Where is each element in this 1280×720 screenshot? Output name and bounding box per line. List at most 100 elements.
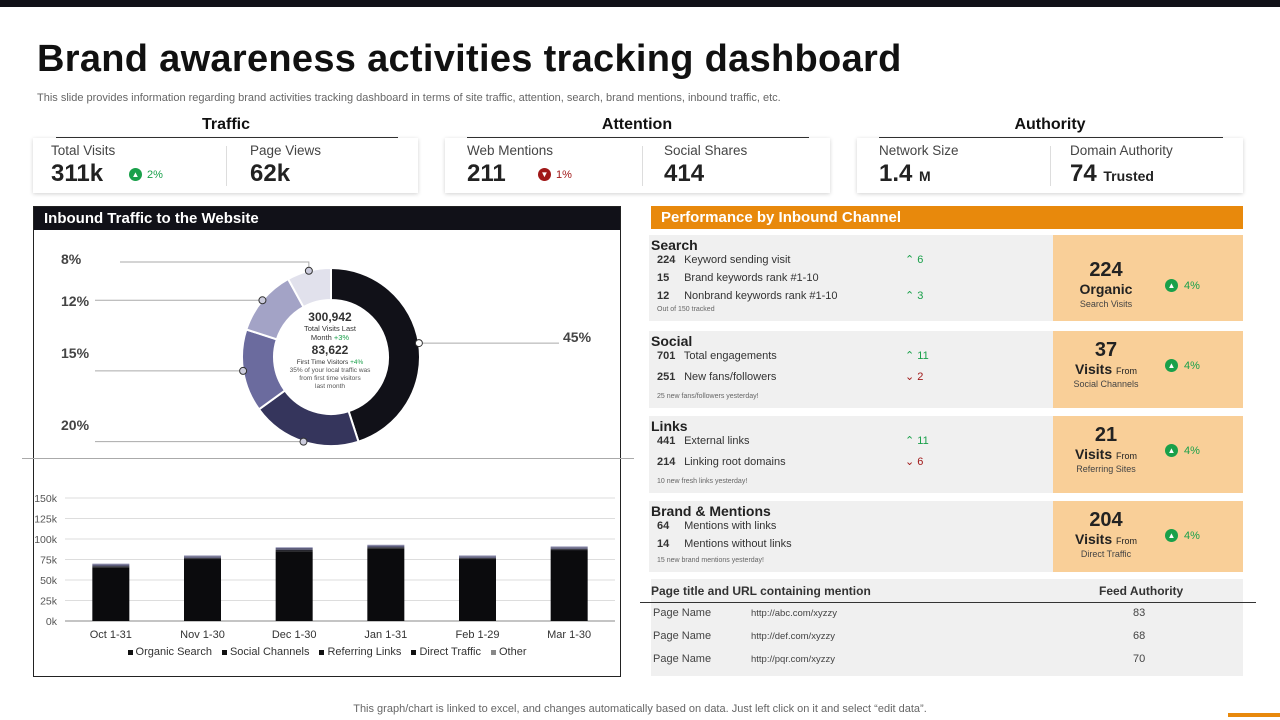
mention-url[interactable]: http://pqr.com/xyzzy <box>751 654 835 665</box>
donut-leader-dot <box>258 296 267 305</box>
donut-note-2: from first time visitors <box>299 375 361 382</box>
card-value: 224 <box>1089 259 1123 281</box>
bar-segment <box>550 550 588 621</box>
metric-label: Mentions without links <box>684 538 792 550</box>
card-change-value: 4% <box>1184 359 1200 372</box>
social-shares-kpi: Social Shares 414 <box>664 138 824 193</box>
bar-y-tick: 150k <box>34 493 58 505</box>
channel-summary-card: 204 Visits From Direct Traffic ▲ 4% <box>1053 501 1243 572</box>
bar-segment <box>184 558 221 560</box>
card-sub-label: Search Visits <box>1079 299 1133 309</box>
donut-label-seg4: 12% <box>61 293 90 309</box>
card-label-small: From <box>1116 451 1137 461</box>
attention-kpi-card: Web Mentions 211 ▼ 1% Social Shares 414 <box>445 138 830 193</box>
bar-segment <box>459 557 496 559</box>
bar-y-tick: 0k <box>46 616 58 628</box>
domain-authority-unit: Trusted <box>1103 168 1154 184</box>
channel-metric-row: 214 Linking root domains <box>657 456 786 468</box>
bar-y-tick: 50k <box>40 575 58 587</box>
authority-heading: Authority <box>1014 116 1086 133</box>
total-visits-last-month-label-1: Total Visits Last <box>304 324 356 333</box>
metric-number: 15 <box>657 272 670 284</box>
donut-label-seg2: 20% <box>61 417 90 433</box>
network-size-kpi: Network Size 1.4 M <box>879 138 1049 193</box>
mention-page-name: Page Name <box>653 653 712 665</box>
legend-label: Referring Links <box>327 646 402 658</box>
total-visits-kpi: Total Visits 311k ▲ 2% <box>51 138 231 193</box>
channel-summary-card: 37 Visits From Social Channels ▲ 4% <box>1053 331 1243 408</box>
bar-segment <box>550 548 588 550</box>
mentions-header-line <box>640 602 1256 603</box>
card-label-main: Visits <box>1075 361 1113 377</box>
card-label-small: From <box>1116 536 1137 546</box>
footer-accent-bar <box>1228 713 1280 717</box>
web-mentions-change: ▼ 1% <box>538 168 572 181</box>
mention-url[interactable]: http://abc.com/xyzzy <box>751 608 838 619</box>
bar-segment <box>550 549 588 551</box>
authority-kpi-card: Network Size 1.4 M Domain Authority 74 T… <box>857 138 1243 193</box>
bar-x-tick: Mar 1-30 <box>547 629 591 641</box>
bar-segment <box>275 547 313 549</box>
bar-segment <box>184 556 221 558</box>
top-bar <box>0 0 1280 7</box>
bar-chart-legend: Organic Search Social Channels Referring L… <box>33 646 621 658</box>
legend-item: Organic Search <box>127 646 212 658</box>
arrow-up-icon: ▲ <box>1165 279 1178 292</box>
metric-number: 12 <box>657 290 670 302</box>
card-change-value: 4% <box>1184 444 1200 457</box>
chevron-down-icon: ⌄ <box>905 371 915 383</box>
kpi-divider <box>642 146 643 186</box>
bar-y-tick: 125k <box>34 514 58 526</box>
channel-metric-row: 12 Nonbrand keywords rank #1-10 <box>657 290 838 302</box>
legend-swatch <box>127 649 133 655</box>
metric-label: Brand keywords rank #1-10 <box>684 272 819 284</box>
domain-authority-value: 74 Trusted <box>1070 160 1154 188</box>
network-size-label: Network Size <box>879 143 959 158</box>
metric-trend-value: 11 <box>917 350 929 362</box>
card-label-main: Visits <box>1075 446 1113 462</box>
metric-trend-value: 6 <box>917 456 924 468</box>
bar-segment <box>459 555 496 557</box>
web-mentions-value: 211 <box>467 160 506 187</box>
bar-segment <box>459 559 496 621</box>
metric-trend: ⌄ 6 <box>905 455 923 468</box>
legend-item: Other <box>490 646 526 658</box>
network-size-number: 1.4 <box>879 160 913 187</box>
traffic-heading: Traffic <box>201 116 250 133</box>
bar-x-tick: Oct 1-31 <box>90 629 132 641</box>
chevron-down-icon: ⌄ <box>905 456 915 468</box>
first-time-visitors-text: First Time Visitors <box>296 359 349 366</box>
domain-authority-label: Domain Authority <box>1070 143 1173 158</box>
donut-label-seg5: 8% <box>61 251 82 267</box>
inbound-traffic-panel: Inbound Traffic to the Website <box>33 206 621 677</box>
channel-title: Search <box>651 237 698 253</box>
card-change: ▲ 4% <box>1165 444 1200 457</box>
legend-swatch <box>490 649 496 655</box>
card-change-value: 4% <box>1184 529 1200 542</box>
card-label-main: Visits <box>1075 531 1113 547</box>
bar-segment <box>459 556 496 558</box>
metric-label: Linking root domains <box>684 456 786 468</box>
legend-label: Organic Search <box>135 646 212 658</box>
traffic-kpi-card: Total Visits 311k ▲ 2% Page Views 62k <box>33 138 418 193</box>
first-time-visitors-label: First Time Visitors +4% <box>280 359 380 367</box>
metric-number: 64 <box>657 520 670 532</box>
card-label-small: From <box>1116 366 1137 376</box>
mention-url[interactable]: http://def.com/xyzzy <box>751 631 835 642</box>
bar-segment <box>367 548 405 621</box>
metric-number: 441 <box>657 435 676 447</box>
bar-y-tick: 100k <box>34 534 58 546</box>
bar-segment <box>367 545 405 548</box>
network-size-unit: M <box>919 168 931 184</box>
total-visits-change-value: 2% <box>147 168 163 181</box>
metric-trend-value: 3 <box>917 290 924 302</box>
metric-number: 14 <box>657 538 670 550</box>
chart-separator <box>22 458 634 459</box>
bar-segment <box>92 566 130 567</box>
page-views-kpi: Page Views 62k <box>250 138 410 193</box>
legend-swatch <box>221 649 227 655</box>
bar-segment <box>550 547 588 549</box>
mention-score: 68 <box>1133 630 1146 642</box>
metric-number: 251 <box>657 371 676 383</box>
card-change-value: 4% <box>1184 279 1200 292</box>
